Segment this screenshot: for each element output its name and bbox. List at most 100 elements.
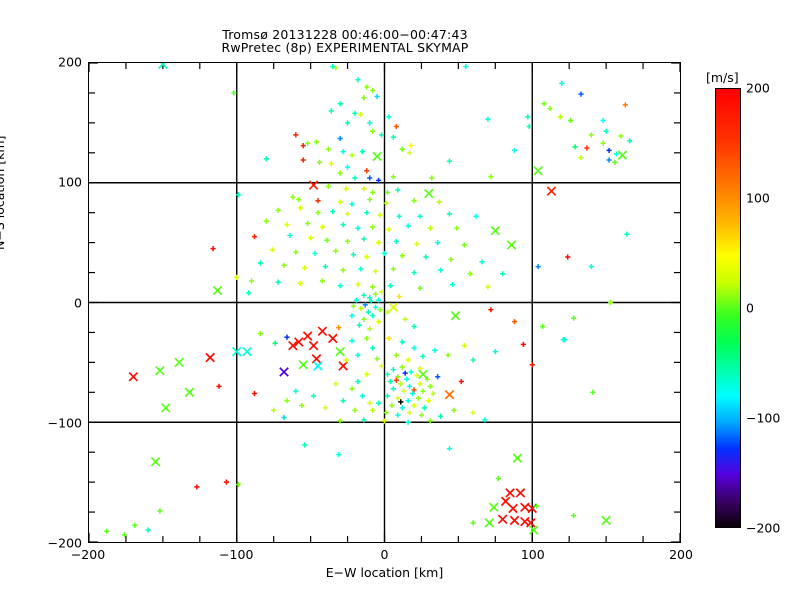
data-point — [588, 132, 594, 138]
data-point — [161, 403, 171, 413]
data-point — [337, 135, 343, 142]
data-point — [324, 237, 330, 243]
colorbar-tick-label: −100 — [746, 410, 781, 426]
y-tick-label: 100 — [58, 174, 82, 190]
data-point — [429, 175, 435, 181]
data-point — [444, 389, 455, 400]
data-point — [461, 242, 467, 248]
data-point — [384, 189, 391, 195]
data-point — [399, 253, 405, 259]
data-point — [374, 93, 380, 100]
data-point — [490, 225, 501, 236]
data-point — [288, 340, 298, 351]
data-point — [349, 152, 355, 158]
data-point — [257, 331, 263, 337]
colorbar-unit-label: [m/s] — [706, 70, 739, 85]
data-point — [349, 386, 355, 392]
data-point — [372, 151, 382, 162]
data-point — [343, 186, 349, 192]
data-point — [506, 240, 517, 250]
data-point — [370, 224, 376, 230]
data-point — [547, 105, 553, 112]
data-point — [393, 352, 399, 358]
data-point — [525, 114, 531, 120]
data-point — [367, 295, 373, 301]
data-point — [355, 281, 361, 288]
data-point — [509, 515, 520, 526]
data-point — [525, 518, 536, 528]
x-axis-label: E−W location [km] — [325, 565, 444, 580]
data-point — [578, 91, 584, 97]
data-point — [485, 116, 491, 122]
data-point — [533, 165, 543, 176]
data-point — [365, 309, 371, 315]
data-point — [511, 319, 518, 325]
data-point — [408, 143, 414, 149]
data-point — [367, 326, 373, 332]
data-point — [449, 281, 456, 288]
data-point — [399, 364, 405, 370]
data-point — [231, 346, 242, 357]
data-point — [333, 248, 339, 254]
data-point — [571, 513, 577, 519]
data-point — [541, 101, 547, 107]
data-point — [438, 413, 444, 419]
data-point — [500, 496, 511, 507]
data-point — [393, 123, 399, 130]
data-point — [408, 369, 414, 375]
data-point — [389, 402, 395, 409]
data-point — [344, 164, 351, 170]
data-point — [485, 284, 491, 290]
data-point — [479, 259, 485, 265]
data-point — [337, 101, 343, 107]
data-point — [294, 337, 304, 347]
data-point — [390, 134, 396, 140]
data-point — [311, 354, 322, 364]
data-point — [404, 376, 410, 382]
data-point — [420, 353, 426, 359]
data-point — [600, 117, 606, 124]
data-point — [231, 90, 237, 96]
data-point — [350, 252, 357, 258]
data-point — [578, 155, 584, 161]
data-point — [293, 388, 299, 394]
data-point — [373, 291, 379, 297]
data-point — [344, 120, 351, 126]
data-point — [338, 361, 348, 371]
data-point — [378, 289, 385, 295]
data-point — [297, 205, 303, 211]
data-point — [355, 378, 361, 385]
data-point — [340, 222, 346, 228]
data-point — [451, 407, 457, 413]
data-point — [287, 232, 293, 239]
data-point — [450, 310, 461, 321]
data-point — [393, 238, 399, 245]
data-point — [445, 352, 451, 358]
data-point — [384, 371, 391, 377]
data-point — [216, 383, 222, 389]
data-point — [568, 117, 574, 124]
data-point — [559, 80, 565, 86]
data-point — [500, 271, 506, 277]
data-point — [353, 297, 360, 303]
data-point — [488, 174, 494, 180]
data-point — [618, 133, 624, 139]
data-point — [373, 268, 379, 274]
data-point — [269, 247, 275, 253]
data-point — [317, 326, 328, 337]
data-point — [370, 87, 376, 94]
data-point — [420, 388, 426, 394]
data-point — [361, 292, 367, 298]
data-point — [515, 488, 526, 498]
data-point — [275, 279, 281, 285]
data-point — [319, 278, 326, 284]
data-point — [370, 284, 376, 290]
data-point — [367, 196, 373, 203]
data-point — [316, 159, 323, 165]
data-point — [495, 475, 501, 482]
data-point — [492, 349, 498, 355]
data-point — [562, 337, 568, 343]
data-point — [395, 412, 401, 418]
data-point — [417, 381, 423, 387]
data-point — [435, 374, 441, 380]
